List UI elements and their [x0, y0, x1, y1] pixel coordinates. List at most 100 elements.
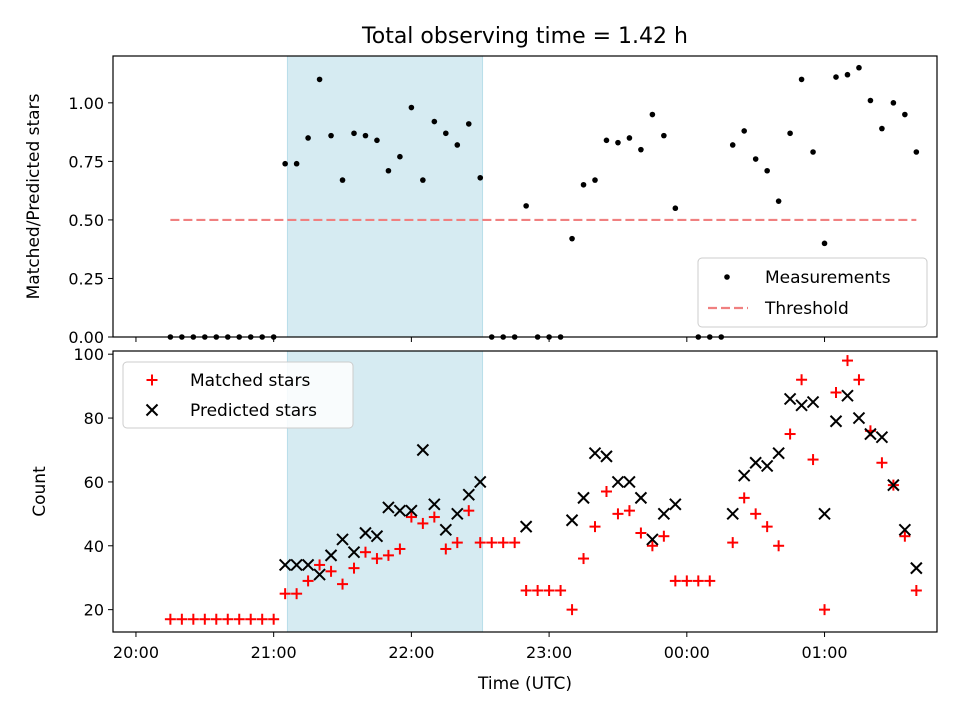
measurement-point — [316, 76, 323, 83]
x-stroke — [600, 450, 613, 463]
measurement-point — [500, 334, 506, 340]
legend-marker-matched — [146, 374, 158, 386]
x-stroke — [829, 415, 843, 428]
x-stroke — [313, 568, 326, 581]
matched-star-point — [727, 537, 739, 549]
matched-star-point — [187, 613, 199, 625]
predicted-star-point — [749, 456, 762, 469]
matched-star-point — [635, 527, 647, 539]
y-tick-label: 0.75 — [68, 152, 104, 171]
matched-star-point — [578, 553, 590, 565]
matched-star-point — [199, 613, 211, 625]
measurement-point — [752, 156, 759, 162]
matched-star-point — [555, 584, 567, 596]
predicted-star-point — [382, 501, 395, 514]
predicted-star-point — [783, 392, 797, 406]
x-axis-label: Time (UTC) — [477, 674, 572, 694]
measurement-point — [305, 135, 311, 141]
measurement-point — [523, 203, 529, 209]
predicted-star-point — [898, 523, 912, 537]
axes-frame — [112, 55, 938, 338]
matched-star-point — [704, 575, 716, 587]
matched-star-point — [600, 486, 612, 497]
predicted-star-point — [737, 469, 751, 482]
measurement-point — [810, 149, 816, 155]
measurement-point — [557, 334, 564, 340]
predicted-star-point — [772, 446, 785, 460]
x-stroke — [278, 558, 292, 572]
y-tick-label: 100 — [73, 345, 104, 364]
matched-star-point — [245, 613, 257, 625]
x-stroke — [588, 446, 602, 460]
measurement-point — [695, 334, 702, 340]
matched-star-point — [853, 374, 865, 386]
matched-star-point — [463, 505, 475, 517]
predicted-star-point — [393, 504, 407, 517]
x-stroke — [519, 520, 533, 533]
matched-star-point — [784, 428, 796, 440]
measurement-point — [787, 130, 793, 137]
matched-star-point — [497, 537, 509, 549]
measurement-point — [270, 334, 277, 340]
predicted-star-point — [462, 488, 475, 501]
legend-marker-predicted — [145, 403, 159, 417]
matched-star-point — [417, 517, 429, 529]
measurement-point — [821, 240, 828, 247]
x-stroke — [657, 507, 671, 521]
predicted-star-point — [864, 427, 877, 441]
legend-box — [122, 361, 354, 429]
measurement-point — [580, 181, 587, 188]
measurement-point — [408, 104, 415, 111]
matched-star-point — [796, 374, 808, 386]
predicted-star-point — [875, 431, 889, 444]
predicted-star-point — [600, 450, 613, 463]
predicted-star-point — [278, 558, 292, 572]
legend-label-threshold: Threshold — [764, 299, 849, 319]
x-stroke — [370, 529, 384, 543]
x-stroke — [145, 403, 159, 417]
legend-marker-measurements — [724, 274, 730, 280]
measurement-point — [672, 205, 679, 212]
predicted-star-point — [657, 507, 671, 521]
measurement-point — [913, 149, 920, 155]
matched-star-point — [612, 508, 624, 520]
x-tick-label: 20:00 — [113, 643, 159, 662]
measurement-point — [626, 135, 633, 141]
legend-label-matched: Matched stars — [190, 371, 310, 391]
matched-star-point — [428, 511, 440, 523]
predicted-star-point — [324, 549, 338, 562]
y-tick-label: 60 — [84, 473, 104, 492]
measurement-point — [431, 118, 438, 125]
predicted-star-point — [359, 526, 372, 540]
matched-star-point — [371, 553, 383, 565]
measurement-point — [179, 334, 185, 340]
measurement-point — [362, 132, 369, 139]
predicted-star-point — [439, 523, 453, 537]
x-stroke — [726, 507, 739, 521]
x-stroke — [405, 504, 418, 517]
predicted-star-point — [611, 475, 625, 489]
predicted-star-point — [910, 561, 923, 575]
x-stroke — [451, 507, 464, 521]
predicted-star-point — [577, 491, 590, 505]
x-stroke — [359, 526, 372, 540]
x-stroke — [393, 504, 407, 517]
measurement-point — [844, 71, 851, 78]
measurement-point — [224, 334, 231, 340]
matched-star-point — [440, 543, 452, 555]
measurement-point — [856, 64, 862, 71]
matched-star-point — [532, 584, 544, 596]
measurement-point — [328, 132, 334, 139]
predicted-star-point — [474, 475, 487, 489]
x-tick-label: 01:00 — [801, 643, 847, 662]
x-stroke — [336, 533, 349, 546]
matched-star-point — [337, 578, 349, 590]
y-tick-label: 0.25 — [68, 269, 104, 288]
legend-label-measurements: Measurements — [765, 268, 891, 288]
x-stroke — [462, 488, 475, 501]
measurement-point — [706, 334, 713, 340]
matched-star-point — [761, 521, 773, 533]
matched-star-point — [658, 530, 670, 542]
matched-star-point — [692, 575, 704, 587]
ratio-plot: 0.00 0.25 0.50 0.75 1.00 Matched/Predicted st… — [24, 55, 938, 347]
